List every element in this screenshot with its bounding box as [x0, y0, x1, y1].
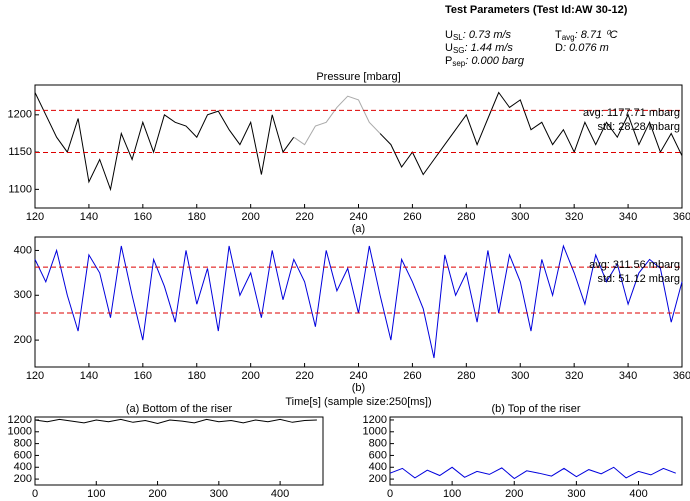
x-tick-label: 220	[295, 370, 313, 382]
x-tick-label: 200	[505, 488, 523, 500]
x-tick-label: 200	[148, 488, 166, 500]
y-tick-label: 400	[14, 461, 32, 473]
y-tick-label: 1000	[8, 426, 32, 438]
x-axis-label: Time[s] (sample size:250[ms])	[285, 396, 431, 408]
data-line	[379, 91, 683, 176]
parameter: D: 0.076 m	[555, 42, 609, 54]
param-subscript: SG	[453, 46, 465, 55]
y-tick-label: 200	[14, 334, 32, 346]
data-line	[293, 95, 381, 146]
y-tick-label: 1200	[8, 109, 32, 121]
y-tick-label: 800	[369, 438, 387, 450]
x-tick-label: 0	[387, 488, 393, 500]
x-tick-label: 140	[80, 370, 98, 382]
y-tick-label: 1000	[363, 426, 387, 438]
parameter: USG: 1.44 m/s	[445, 42, 513, 55]
x-tick-label: 180	[188, 211, 206, 223]
data-line	[34, 418, 317, 425]
x-tick-label: 120	[26, 370, 44, 382]
data-line	[389, 466, 676, 480]
x-tick-label: 340	[619, 370, 637, 382]
x-tick-label: 280	[457, 211, 475, 223]
parameter: USL: 0.73 m/s	[445, 29, 512, 42]
x-tick-label: 280	[457, 370, 475, 382]
x-tick-label: 340	[619, 211, 637, 223]
x-tick-label: 200	[241, 211, 259, 223]
data-line	[34, 244, 683, 359]
y-tick-label: 600	[369, 449, 387, 461]
caption: (b)	[352, 382, 365, 394]
x-tick-label: 300	[567, 488, 585, 500]
param-subscript: SL	[453, 33, 463, 42]
annotation: avg: 311.56 mbarg	[589, 259, 680, 271]
annotation: avg: 1177.71 mbarg	[583, 107, 680, 119]
y-tick-label: 400	[369, 461, 387, 473]
x-tick-label: 160	[134, 211, 152, 223]
chart-title: Pressure [mbarg]	[316, 71, 400, 83]
y-tick-label: 200	[369, 473, 387, 485]
y-tick-label: 200	[14, 473, 32, 485]
parameter: Tavg: 8.71 ⁰C	[555, 29, 618, 42]
annotation: std: 28.28 mbarg	[597, 121, 680, 133]
x-tick-label: 260	[403, 211, 421, 223]
param-subscript: avg	[562, 33, 575, 42]
param-symbol: U	[445, 29, 453, 41]
plot-frame	[389, 416, 683, 486]
x-tick-label: 260	[403, 370, 421, 382]
y-tick-label: 600	[14, 449, 32, 461]
annotation: std: 51.12 mbarg	[597, 273, 680, 285]
y-tick-label: 400	[14, 244, 32, 256]
y-tick-label: 800	[14, 438, 32, 450]
data-line	[34, 92, 295, 192]
x-tick-label: 240	[349, 211, 367, 223]
x-tick-label: 240	[349, 370, 367, 382]
x-tick-label: 320	[565, 211, 583, 223]
x-tick-label: 100	[87, 488, 105, 500]
param-symbol: P	[445, 55, 452, 67]
caption: (a)	[352, 223, 365, 235]
param-symbol: T	[555, 29, 562, 41]
x-tick-label: 300	[511, 370, 529, 382]
plot-frame	[34, 416, 324, 486]
chart-title: (b) Top of the riser	[491, 403, 580, 415]
plot-frame	[34, 84, 683, 209]
param-value: : 0.076 m	[563, 42, 609, 54]
param-value: : 0.73 m/s	[463, 29, 512, 41]
param-symbol: U	[445, 42, 453, 54]
x-tick-label: 320	[565, 370, 583, 382]
x-tick-label: 360	[673, 211, 690, 223]
x-tick-label: 300	[511, 211, 529, 223]
x-tick-label: 400	[629, 488, 647, 500]
parameter: Psep: 0.000 barg	[445, 55, 525, 68]
x-tick-label: 0	[32, 488, 38, 500]
x-tick-label: 100	[443, 488, 461, 500]
param-subscript: sep	[452, 59, 465, 68]
x-tick-label: 400	[271, 488, 289, 500]
x-tick-label: 360	[673, 370, 690, 382]
param-value: : 1.44 m/s	[465, 42, 514, 54]
y-tick-label: 1150	[8, 146, 32, 158]
x-tick-label: 200	[241, 370, 259, 382]
y-tick-label: 1200	[8, 414, 32, 426]
x-tick-label: 120	[26, 211, 44, 223]
y-tick-label: 300	[14, 289, 32, 301]
x-tick-label: 300	[210, 488, 228, 500]
param-value: : 0.000 barg	[465, 55, 525, 67]
x-tick-label: 140	[80, 211, 98, 223]
header-title: Test Parameters (Test Id:AW 30-12)	[445, 4, 628, 16]
y-tick-label: 1100	[8, 183, 32, 195]
chart-title: (a) Bottom of the riser	[126, 403, 233, 415]
param-symbol: D	[555, 42, 563, 54]
y-tick-label: 1200	[363, 414, 387, 426]
param-value: : 8.71 ⁰C	[575, 29, 618, 41]
x-tick-label: 220	[295, 211, 313, 223]
x-tick-label: 180	[188, 370, 206, 382]
x-tick-label: 160	[134, 370, 152, 382]
